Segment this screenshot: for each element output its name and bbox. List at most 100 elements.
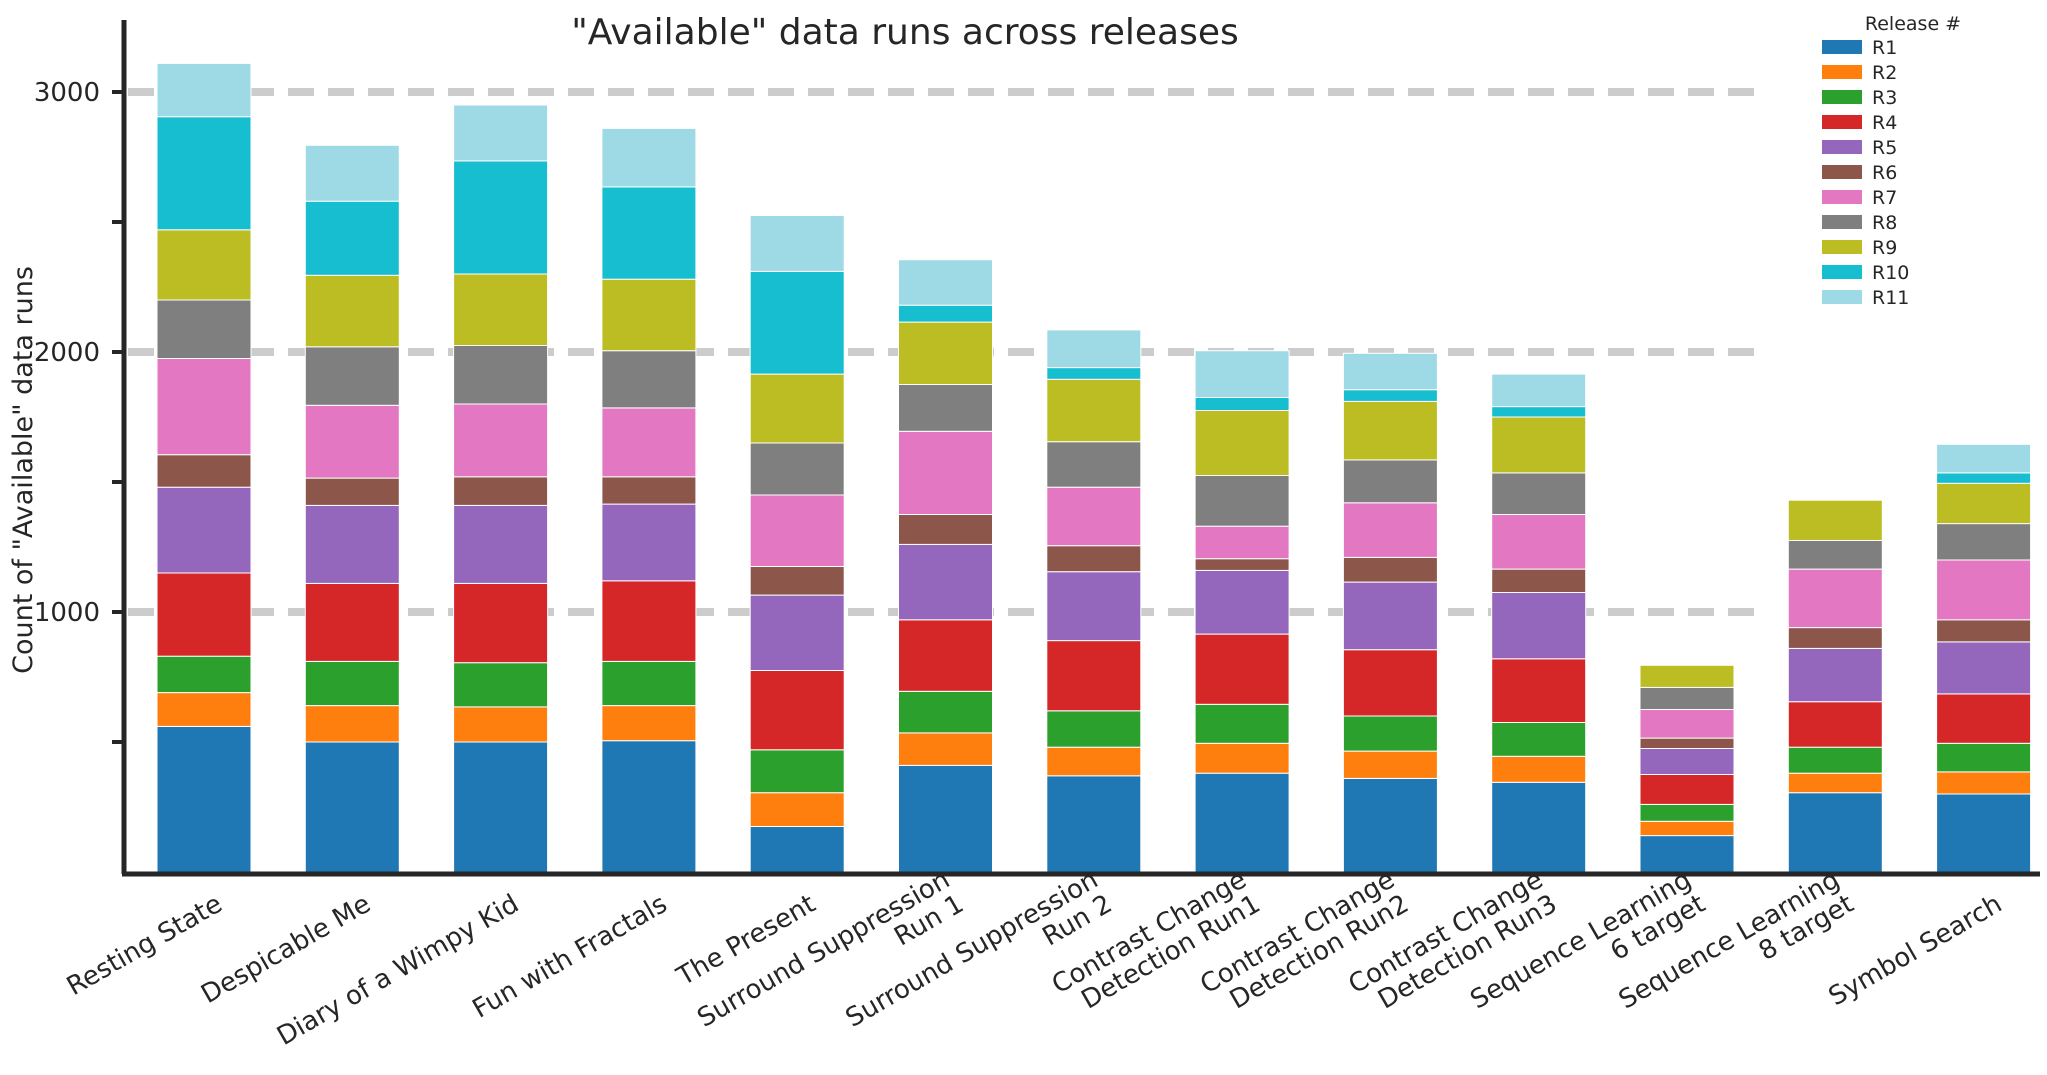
bar-segment-r3-9	[1491, 722, 1587, 757]
bar-segment-r8-11	[1787, 540, 1883, 570]
bar-segment-r9-7	[1194, 410, 1290, 476]
bar-segment-r5-10	[1639, 748, 1735, 775]
bar-stack-10	[1639, 664, 1735, 873]
bar-segment-r2-3	[601, 705, 697, 742]
bar-segment-r6-8	[1342, 556, 1438, 583]
bar-segment-r1-3	[601, 740, 697, 873]
chart-title: "Available" data runs across releases	[571, 12, 1239, 53]
bar-segment-r11-2	[453, 104, 549, 162]
legend-swatch-r10	[1822, 265, 1862, 279]
bar-segment-r7-10	[1639, 709, 1735, 739]
y-axis-label: Count of "Available" data runs	[8, 266, 39, 674]
bar-segment-r4-1	[304, 582, 400, 662]
bar-segment-r9-2	[453, 273, 549, 346]
bar-segment-r5-3	[601, 503, 697, 582]
legend-label-r4: R4	[1872, 112, 1897, 134]
bar-segment-r2-2	[453, 706, 549, 743]
bar-segment-r10-1	[304, 200, 400, 276]
bar-segment-r3-11	[1787, 746, 1883, 774]
bar-segment-r4-5	[898, 619, 993, 692]
bar-segment-r9-8	[1342, 400, 1438, 461]
bar-segment-r10-0	[156, 116, 252, 231]
bar-segment-r9-11	[1787, 499, 1883, 542]
bar-segment-r6-3	[601, 476, 697, 505]
bar-stack-8	[1342, 352, 1438, 873]
bar-segment-r8-4	[749, 442, 845, 496]
legend-label-r2: R2	[1872, 62, 1897, 84]
bar-segment-r4-3	[601, 580, 697, 662]
bar-stack-0	[156, 62, 252, 873]
legend-label-r1: R1	[1872, 37, 1897, 59]
bar-segment-r4-2	[453, 582, 549, 664]
bar-segment-r7-12	[1936, 559, 2032, 621]
bar-stack-1	[304, 144, 400, 873]
bar-segment-r7-7	[1194, 525, 1290, 560]
bar-segment-r8-9	[1491, 472, 1587, 515]
bar-segment-r3-1	[304, 660, 400, 707]
bar-segment-r3-12	[1936, 742, 2032, 773]
bars	[156, 62, 2032, 873]
bar-segment-r10-9	[1491, 406, 1587, 418]
bar-segment-r11-12	[1936, 443, 2032, 474]
bar-segment-r5-8	[1342, 581, 1438, 651]
bar-segment-r7-9	[1491, 514, 1587, 570]
bar-segment-r4-4	[749, 670, 845, 751]
bar-segment-r5-6	[1046, 571, 1142, 642]
bar-segment-r3-4	[749, 749, 845, 794]
bar-segment-r5-4	[749, 594, 845, 671]
bar-segment-r1-8	[1342, 777, 1438, 873]
bar-segment-r1-2	[453, 741, 549, 873]
bar-stack-7	[1194, 350, 1290, 873]
bar-segment-r8-10	[1639, 686, 1735, 711]
bar-segment-r5-5	[898, 543, 993, 621]
bar-segment-r11-6	[1046, 329, 1142, 369]
legend-swatch-r9	[1822, 240, 1862, 254]
bar-segment-r7-0	[156, 358, 252, 456]
bar-segment-r5-12	[1936, 641, 2032, 695]
bar-segment-r6-5	[898, 514, 993, 545]
bar-segment-r9-5	[898, 321, 993, 386]
bar-segment-r9-1	[304, 274, 400, 348]
bar-stack-6	[1046, 329, 1142, 873]
bar-segment-r7-4	[749, 494, 845, 567]
legend-swatch-r6	[1822, 165, 1862, 179]
y-tick-label-2000: 2000	[34, 338, 100, 368]
legend-title: Release #	[1865, 13, 1961, 35]
bar-segment-r9-6	[1046, 378, 1142, 443]
bar-segment-r6-6	[1046, 545, 1142, 573]
bar-segment-r3-2	[453, 662, 549, 708]
legend-label-r11: R11	[1872, 287, 1909, 309]
bar-segment-r5-1	[304, 504, 400, 584]
bar-segment-r6-12	[1936, 619, 2032, 643]
bar-segment-r6-4	[749, 566, 845, 596]
bar-segment-r4-11	[1787, 701, 1883, 748]
bar-segment-r4-0	[156, 572, 252, 657]
bar-segment-r2-5	[898, 732, 993, 766]
bar-segment-r1-9	[1491, 781, 1587, 873]
bar-segment-r11-5	[898, 259, 993, 306]
bar-segment-r1-11	[1787, 792, 1883, 873]
legend-swatch-r1	[1822, 40, 1862, 54]
bar-segment-r3-10	[1639, 803, 1735, 822]
bar-segment-r3-3	[601, 660, 697, 707]
bar-segment-r10-8	[1342, 389, 1438, 402]
bar-segment-r4-9	[1491, 658, 1587, 723]
bar-segment-r8-12	[1936, 523, 2032, 561]
bar-segment-r2-0	[156, 692, 252, 727]
bar-segment-r6-7	[1194, 558, 1290, 571]
bar-segment-r8-0	[156, 299, 252, 359]
bar-segment-r4-10	[1639, 774, 1735, 805]
legend-swatch-r7	[1822, 190, 1862, 204]
bar-segment-r10-5	[898, 304, 993, 323]
bar-segment-r8-7	[1194, 475, 1290, 527]
bar-segment-r7-1	[304, 404, 400, 479]
y-tick-label-1000: 1000	[34, 598, 100, 628]
bar-segment-r2-12	[1936, 771, 2032, 795]
bar-segment-r1-1	[304, 741, 400, 873]
bar-segment-r11-7	[1194, 350, 1290, 399]
bar-segment-r7-2	[453, 403, 549, 478]
bar-segment-r8-2	[453, 345, 549, 405]
bar-segment-r1-6	[1046, 775, 1142, 873]
bar-segment-r8-5	[898, 384, 993, 432]
